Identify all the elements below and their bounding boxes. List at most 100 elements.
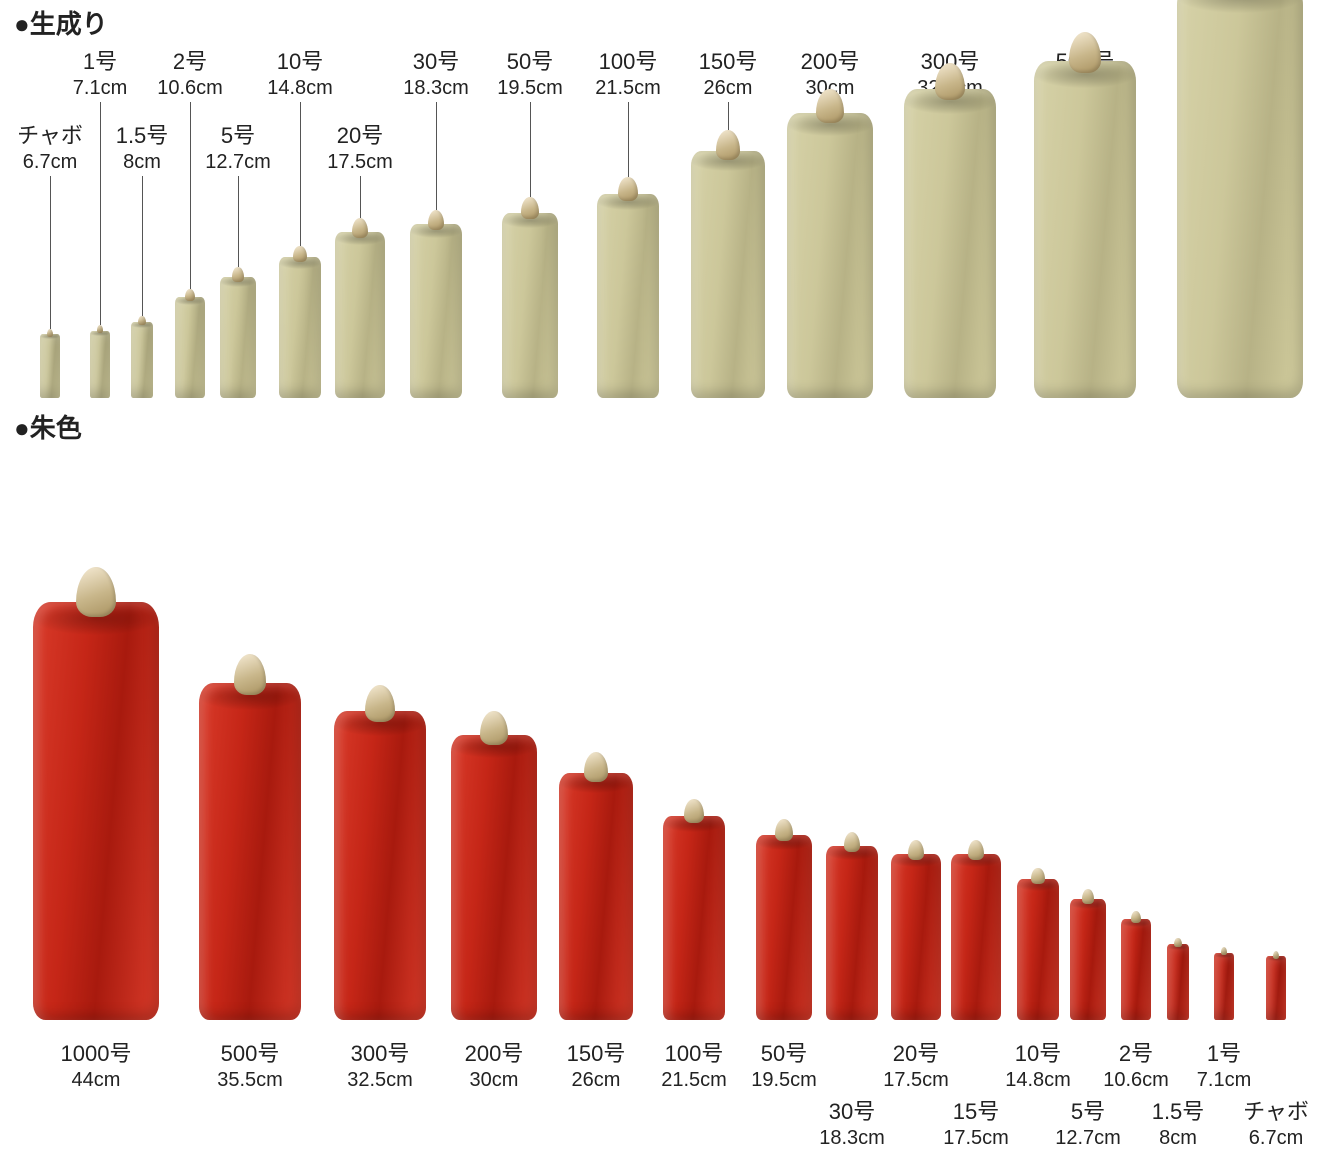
cm-text: 19.5cm (497, 76, 563, 101)
cm-text: 35.5cm (217, 1068, 283, 1093)
size-label: 150号26cm (567, 1040, 626, 1093)
size-label: 5号12.7cm (1055, 1098, 1121, 1151)
candle-wick (1069, 32, 1101, 72)
candle-wick (935, 63, 965, 100)
size-label: 200号30cm (465, 1040, 524, 1093)
leader-line (100, 102, 101, 325)
size-label: 2号10.6cm (1103, 1040, 1169, 1093)
candle-wick (480, 711, 507, 745)
candle-body (40, 334, 59, 398)
cm-text: 14.8cm (1005, 1068, 1071, 1093)
candle-wick (908, 840, 924, 860)
size-label: 15号17.5cm (943, 1098, 1009, 1151)
cm-text: 26cm (567, 1068, 626, 1093)
candle-wick (1131, 911, 1141, 923)
candle-ecru-2号 (175, 289, 205, 398)
cm-text: 18.3cm (403, 76, 469, 101)
leader-line (300, 102, 301, 246)
size-text: 30号 (403, 48, 469, 76)
candle-wick (1273, 951, 1279, 959)
candle-body (756, 835, 812, 1020)
candle-wick (76, 567, 116, 617)
leader-line (628, 102, 629, 177)
candle-red-50号 (756, 819, 812, 1020)
size-text: 200号 (465, 1040, 524, 1068)
cm-text: 18.3cm (819, 1126, 885, 1151)
candle-body (90, 331, 110, 398)
leader-line (728, 102, 729, 130)
size-label: 2号10.6cm (157, 48, 223, 101)
size-label: チャボ6.7cm (1243, 1098, 1309, 1151)
size-text: 1000号 (61, 1040, 132, 1068)
size-label: 1号7.1cm (1197, 1040, 1251, 1093)
candle-body (691, 151, 765, 398)
cm-text: 17.5cm (327, 150, 393, 175)
size-text: 1.5号 (116, 122, 169, 150)
size-text: 30号 (819, 1098, 885, 1126)
cm-text: 21.5cm (661, 1068, 727, 1093)
cm-text: 8cm (116, 150, 169, 175)
candle-body (220, 277, 256, 398)
candle-wick (816, 89, 843, 123)
candle-red-1000号 (33, 567, 158, 1020)
candle-wick (185, 289, 195, 301)
candle-ecru-1000号 (1177, 0, 1302, 398)
size-text: 5号 (205, 122, 271, 150)
cm-text: 10.6cm (157, 76, 223, 101)
size-label: チャボ6.7cm (17, 122, 83, 175)
candle-red-300号 (334, 685, 427, 1020)
cm-text: 30cm (465, 1068, 524, 1093)
leader-line (530, 102, 531, 197)
size-text: チャボ (17, 122, 83, 150)
candle-body (334, 711, 427, 1020)
size-text: 300号 (347, 1040, 413, 1068)
size-text: 1号 (1197, 1040, 1251, 1068)
size-text: 50号 (751, 1040, 817, 1068)
candle-wick (47, 329, 53, 337)
candle-ecru-50号 (502, 197, 558, 398)
candle-wick (428, 210, 445, 231)
candle-red-1号 (1214, 947, 1234, 1020)
candle-wick (1031, 868, 1044, 885)
cm-text: 10.6cm (1103, 1068, 1169, 1093)
size-label: 1号7.1cm (73, 48, 127, 101)
candle-red-15号 (951, 840, 1001, 1020)
candle-wick (352, 218, 368, 238)
size-label: 10号14.8cm (1005, 1040, 1071, 1093)
candle-wick (1082, 889, 1094, 903)
size-label: 500号35.5cm (217, 1040, 283, 1093)
candle-wick (365, 685, 395, 722)
leader-line (190, 102, 191, 289)
candle-red-1.5号 (1167, 938, 1190, 1020)
candle-body (904, 89, 997, 398)
size-text: 20号 (883, 1040, 949, 1068)
size-text: 150号 (567, 1040, 626, 1068)
candle-body (199, 683, 300, 1020)
size-label: 30号18.3cm (819, 1098, 885, 1151)
size-text: 2号 (1103, 1040, 1169, 1068)
cm-text: 6.7cm (1243, 1126, 1309, 1151)
candle-red-150号 (559, 752, 633, 1020)
size-text: 1号 (73, 48, 127, 76)
cm-text: 7.1cm (73, 76, 127, 101)
candle-body (663, 816, 724, 1020)
size-text: 5号 (1055, 1098, 1121, 1126)
leader-line (238, 176, 239, 267)
candle-ecru-1.5号 (131, 316, 154, 398)
candle-body (279, 257, 321, 398)
size-label: 20号17.5cm (883, 1040, 949, 1093)
cm-text: 32.5cm (347, 1068, 413, 1093)
size-text: 10号 (1005, 1040, 1071, 1068)
candle-wick (584, 752, 608, 782)
candle-wick (1174, 938, 1181, 947)
candle-ecru-300号 (904, 63, 997, 398)
candle-ecru-10号 (279, 246, 321, 398)
cm-text: 17.5cm (883, 1068, 949, 1093)
candle-body (175, 297, 205, 398)
candle-red-5号 (1070, 889, 1106, 1020)
cm-text: 12.7cm (205, 150, 271, 175)
candle-body (891, 854, 941, 1020)
candle-body (951, 854, 1001, 1020)
size-text: 50号 (497, 48, 563, 76)
candle-body (1167, 944, 1190, 1020)
